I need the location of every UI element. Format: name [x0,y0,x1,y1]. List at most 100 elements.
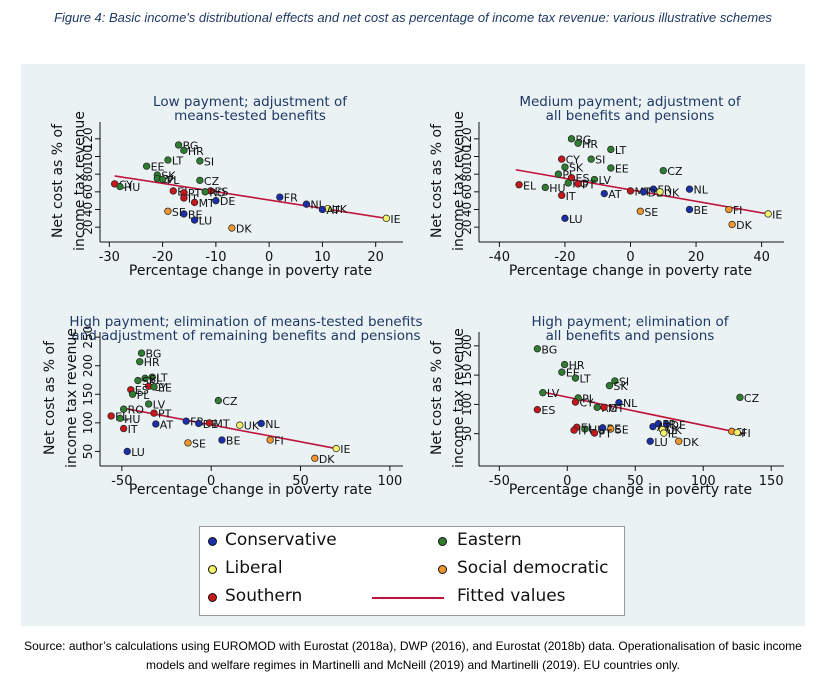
legend-label-social-democratic: Social democratic [457,558,609,578]
chart1-y-tick-label: 20 [81,220,95,235]
chart2-point-at [600,189,608,198]
chart3-point-label: CZ [222,395,238,408]
chart1-point-dk [228,224,236,232]
chart2-point-label: FI [733,204,743,217]
chart3-point-it [120,424,128,433]
chart2-y-tick-label: 60 [460,184,474,199]
chart2-point-sk [561,163,569,171]
chart2-point-fi [725,205,733,214]
chart3-point-label: MT [213,417,229,430]
chart4-plot-area [479,332,784,466]
chart3-point-label: RO [128,404,145,417]
chart1-y-tick-label: 120 [81,127,95,150]
chart1-point-label: ES [215,185,229,198]
chart2-point-ee [607,164,615,172]
chart1-point-hu [116,182,124,191]
chart3-point-pt [150,409,158,417]
chart2-point-label: CY [566,154,580,167]
chart4-point-label: ES [541,404,555,417]
chart4-title: High payment; elimination of all benefits… [532,314,730,344]
chart4-point-pt [590,429,599,437]
legend-marker-liberal [208,565,217,574]
chart3-point-label: SI [149,373,159,386]
chart2-point-fr [649,185,658,193]
chart2-point-label: EL [523,179,537,192]
legend-label-liberal: Liberal [225,558,283,578]
chart4-point-bg [533,345,542,353]
chart4-point-ro [593,403,601,411]
chart2-point-lv [590,175,599,184]
chart4-y-tick-label: 100 [460,393,474,416]
chart2-point-label: IT [566,190,576,203]
chart3-y-tick-label: 150 [81,383,95,406]
chart3-x-tick-label: 50 [292,474,309,489]
chart3-point-label: PT [158,408,172,421]
chart4-point-de [662,420,671,428]
chart4-point-label: CZ [744,392,760,405]
chart1-point-fr [276,193,284,201]
chart2-point-pl [554,170,563,178]
chart2-point-lt [607,145,615,154]
chart1-point-label: CZ [204,175,220,188]
chart1-point-lt [164,156,172,164]
chart2-point-es [567,174,576,182]
chart1-y-axis-label-line1: Net cost as % of [50,123,66,238]
chart1-point-label: IT [188,193,198,206]
chart2-point-label: EE [615,162,629,175]
chart2-point-ro [564,179,572,187]
chart1-y-tick-label: 60 [81,184,95,199]
chart3-point-label: LV [153,399,166,412]
chart2-point-label: SI [595,154,605,167]
chart3-y-tick-label: 100 [81,411,95,434]
chart2-x-axis-label: Percentage change in poverty rate [509,263,752,279]
chart1-point-bg [174,141,183,149]
chart4-point-label: CY [579,397,593,410]
chart4-point-label: PL [582,392,596,405]
chart4-point-label: UK [666,424,682,437]
chart2-point-label: HU [549,182,565,195]
chart2-point-si [587,155,595,163]
chart3-point-si [141,374,149,382]
chart2-point-mt [626,187,635,195]
chart3-point-label: HU [124,413,140,426]
chart3-point-label: HR [144,356,160,369]
figure-caption: Figure 4: Basic income's distributional … [54,10,772,25]
chart4-x-tick-label: 150 [759,474,784,489]
chart2-x-tick-label: 20 [688,250,705,265]
chart4-point-label: IT [578,425,588,438]
chart2-y-tick-label: 100 [460,145,474,168]
chart2-point-uk [656,188,664,196]
legend-label-southern: Southern [225,586,303,606]
chart2-y-tick-label: 80 [460,167,474,182]
chart4-point-it [570,426,578,434]
chart4-point-label: FI [741,427,751,440]
chart2-point-lu [561,214,569,222]
chart3-y-tick-label: 200 [81,354,95,377]
chart3-point-fi [266,436,274,444]
chart4-point-label: SI [736,426,746,439]
chart3-point-lu [123,447,131,456]
chart3-point-ro [120,405,128,413]
chart2-point-label: BE [694,204,709,217]
chart2-point-ie [764,210,772,218]
chart1-point-be [180,210,188,218]
chart3-point-sk [134,376,142,385]
chart2-point-se [636,207,644,215]
chart1-point-label: FR [284,192,298,205]
chart1-point-label: PT [188,187,202,200]
chart2-point-label: PT [582,178,596,191]
chart4-point-label: NL [623,397,638,410]
chart2-point-label: CZ [667,165,683,178]
chart1-point-label: AT [326,204,340,217]
chart2-x-tick-label: 0 [626,250,634,265]
chart1-y-tick-label: 100 [81,145,95,168]
chart1-point-el [169,187,177,195]
chart1-x-tick-label: 0 [265,250,273,265]
chart2-y-tick-label: 40 [460,202,474,217]
chart1-title: Low payment; adjustment of means-tested b… [153,94,348,124]
chart4-point-se [607,425,615,433]
chart4-point-label: SI [619,375,629,388]
chart4-point-label: LT [579,373,591,386]
chart1-point-label: SI [204,155,214,168]
